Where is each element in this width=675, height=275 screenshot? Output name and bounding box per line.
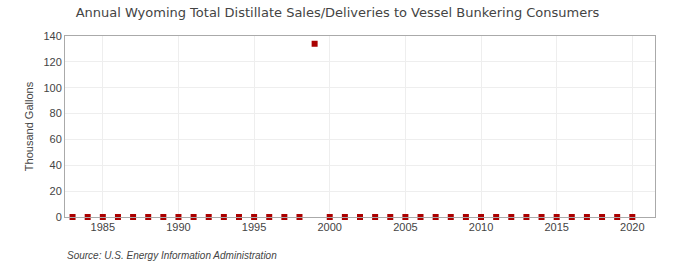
svg-text:40: 40 [50, 159, 62, 171]
svg-text:2010: 2010 [469, 221, 493, 233]
svg-text:60: 60 [50, 133, 62, 145]
svg-text:2000: 2000 [317, 221, 341, 233]
svg-text:1985: 1985 [91, 221, 115, 233]
svg-text:Source: U.S. Energy Informatio: Source: U.S. Energy Information Administ… [67, 250, 277, 261]
svg-text:1995: 1995 [242, 221, 266, 233]
svg-text:Thousand Gallons: Thousand Gallons [23, 81, 35, 171]
svg-text:2015: 2015 [544, 221, 568, 233]
svg-text:100: 100 [43, 82, 61, 94]
svg-text:80: 80 [50, 107, 62, 119]
svg-text:2005: 2005 [393, 221, 417, 233]
svg-text:120: 120 [43, 56, 61, 68]
svg-text:1990: 1990 [166, 221, 190, 233]
svg-text:Annual Wyoming Total Distillat: Annual Wyoming Total Distillate Sales/De… [76, 5, 600, 20]
svg-text:0: 0 [56, 211, 62, 223]
svg-text:2020: 2020 [620, 221, 644, 233]
svg-text:20: 20 [50, 185, 62, 197]
svg-text:140: 140 [43, 30, 61, 42]
